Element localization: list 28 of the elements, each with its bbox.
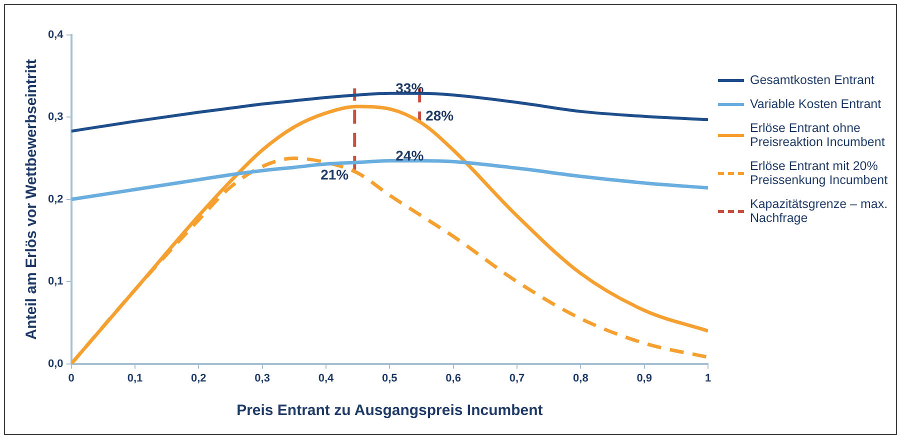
- legend-label: Variable Kosten Entrant: [750, 97, 882, 111]
- annotation: 28%: [426, 107, 454, 124]
- y-tick-label: 0,4: [48, 29, 64, 42]
- x-tick-label: 0,9: [636, 372, 652, 384]
- line-series: [71, 92, 708, 133]
- y-tick-label: 0,3: [48, 111, 64, 124]
- line-series: [71, 159, 708, 202]
- y-tick-label: 0,2: [48, 193, 64, 206]
- x-tick-label: 0,2: [190, 372, 206, 384]
- y-tick-label: 0,1: [48, 276, 64, 288]
- x-tick-label: 0,7: [509, 372, 525, 384]
- x-tick-label: 0: [68, 372, 74, 384]
- x-tick-label: 0,5: [382, 372, 398, 384]
- annotation: 21%: [320, 166, 350, 183]
- legend-label: Kapazitätsgrenze – max. Nachfrage: [750, 197, 889, 225]
- x-tick-label: 0,6: [446, 372, 461, 384]
- x-tick-label: 0,8: [573, 372, 588, 384]
- annotation: 33%: [396, 80, 424, 96]
- legend-label: Gesamtkosten Entrant: [750, 73, 876, 87]
- x-tick-label: 0,1: [127, 372, 143, 384]
- x-axis-title: Preis Entrant zu Ausgangspreis Incumbent: [236, 402, 543, 420]
- legend-label: Erlöse Entrant ohne Preisreaktion Incumbent: [750, 121, 886, 149]
- y-axis-title: Anteil am Erlös vor Wettbewerbseintritt: [23, 59, 40, 340]
- x-tick-label: 0,4: [318, 372, 334, 384]
- x-tick-label: 1: [704, 372, 712, 384]
- legend-label: Erlöse Entrant mit 20% Preissenkung Incumbent: [750, 159, 889, 187]
- x-tick-label: 0,3: [254, 372, 270, 384]
- y-tick-label: 0,0: [48, 358, 64, 370]
